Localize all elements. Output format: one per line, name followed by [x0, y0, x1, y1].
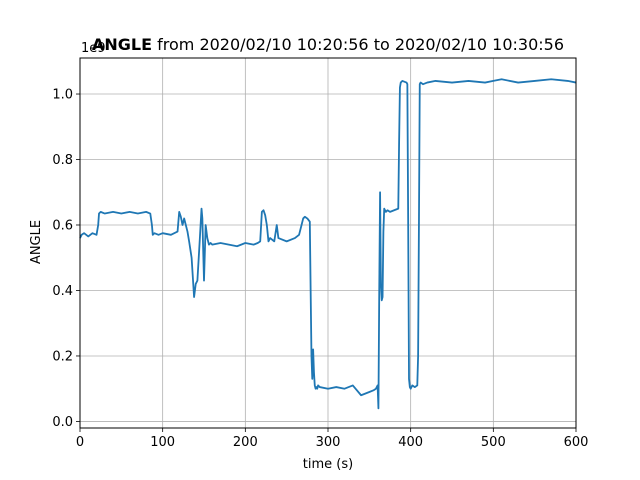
y-tick-label: 0.4	[52, 284, 73, 299]
x-tick-label: 0	[76, 435, 84, 450]
chart-title-rest: from 2020/02/10 10:20:56 to 2020/02/10 1…	[152, 35, 564, 54]
x-axis-label: time (s)	[303, 457, 353, 472]
y-axis-label: ANGLE	[29, 220, 44, 264]
series-layer	[79, 78, 577, 410]
y-offset-text: 1e9	[81, 41, 106, 56]
x-tick-label: 500	[481, 435, 506, 450]
y-tick-label: 1.0	[52, 88, 73, 103]
x-axis: 0 100 200 300 400 500 600	[76, 428, 589, 450]
y-tick-label: 0.8	[52, 153, 73, 168]
y-tick-label: 0.2	[52, 349, 73, 364]
chart-title: ANGLE from 2020/02/10 10:20:56 to 2020/0…	[92, 35, 564, 54]
x-tick-label: 400	[398, 435, 423, 450]
x-tick-label: 300	[316, 435, 341, 450]
x-tick-label: 600	[564, 435, 589, 450]
series-line-0	[79, 78, 577, 410]
x-tick-label: 100	[150, 435, 175, 450]
y-tick-label: 0.6	[52, 218, 73, 233]
x-tick-label: 200	[233, 435, 258, 450]
y-axis: 0.0 0.2 0.4 0.6 0.8 1.0	[52, 88, 80, 430]
chart-title-bold: ANGLE	[92, 35, 152, 54]
y-tick-label: 0.0	[52, 415, 73, 430]
